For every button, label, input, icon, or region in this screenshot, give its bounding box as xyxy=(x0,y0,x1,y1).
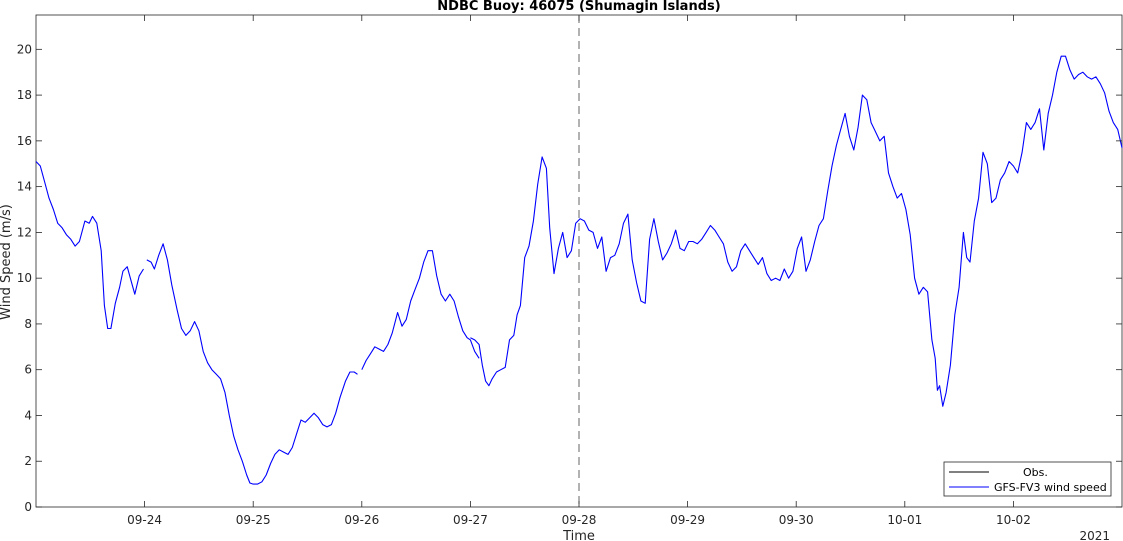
y-tick-label: 0 xyxy=(24,500,32,514)
year-label: 2021 xyxy=(1079,529,1110,541)
x-tick-label: 09-30 xyxy=(779,513,814,527)
y-tick-label: 18 xyxy=(17,88,32,102)
y-tick-label: 6 xyxy=(24,363,32,377)
y-tick-label: 4 xyxy=(24,408,32,422)
series-model-segment-0 xyxy=(35,161,144,330)
x-tick-label: 10-01 xyxy=(887,513,922,527)
legend-box xyxy=(943,461,1112,497)
legend-model-label: GFS-FV3 wind speed xyxy=(994,481,1107,494)
y-tick-label: 16 xyxy=(17,134,32,148)
y-tick-label: 10 xyxy=(17,271,32,285)
legend-obs-label: Obs. xyxy=(1023,466,1048,479)
x-tick-label: 09-27 xyxy=(453,513,488,527)
plot-area xyxy=(35,14,1123,508)
axis-ticks: 09-24 09-25 09-26 09-27 09-28 09-29 09-30 10-01… xyxy=(17,15,1122,527)
x-tick-label: 09-25 xyxy=(236,513,271,527)
y-axis-label: Wind Speed (m/s) xyxy=(0,204,14,320)
series-model-segment-1 xyxy=(146,243,358,485)
x-tick-label: 09-24 xyxy=(127,513,162,527)
x-tick-label: 09-26 xyxy=(344,513,379,527)
y-tick-label: 2 xyxy=(24,454,32,468)
x-tick-label: 09-29 xyxy=(670,513,705,527)
x-axis-label: Time xyxy=(562,529,595,541)
x-tick-label: 09-28 xyxy=(562,513,597,527)
x-tick-label: 10-02 xyxy=(996,513,1031,527)
y-tick-label: 12 xyxy=(17,225,32,239)
y-tick-label: 8 xyxy=(24,317,32,331)
y-tick-label: 14 xyxy=(17,180,32,194)
series-model-segment-3 xyxy=(470,55,1123,407)
chart-title: NDBC Buoy: 46075 (Shumagin Islands) xyxy=(437,0,720,14)
y-tick-label: 20 xyxy=(17,42,32,56)
series-model-segment-2 xyxy=(361,250,480,370)
legend: Obs. GFS-FV3 wind speed xyxy=(943,461,1112,497)
